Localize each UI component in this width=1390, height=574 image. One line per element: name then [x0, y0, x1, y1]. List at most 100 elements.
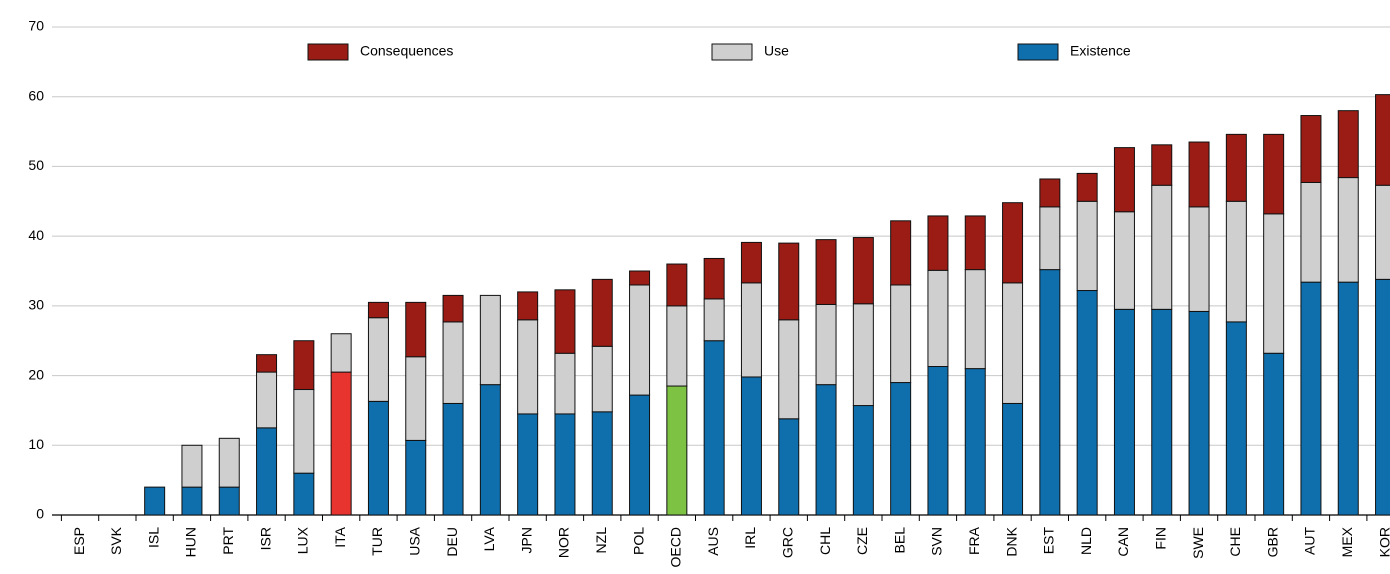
y-tick-label: 70 [28, 18, 44, 34]
bar-segment [1375, 184, 1390, 280]
bar-segment [1002, 282, 1024, 404]
bar-segment [1039, 206, 1061, 271]
bar-segment [1076, 200, 1098, 292]
bar-segment [1188, 206, 1210, 312]
x-tick-label: FIN [1152, 527, 1168, 550]
bar-segment [1375, 278, 1390, 516]
x-tick-label: GRC [779, 527, 795, 558]
bar-segment [256, 354, 278, 373]
bar-segment [479, 384, 501, 516]
x-tick-label: PRT [220, 527, 236, 555]
x-tick-label: CHL [817, 527, 833, 555]
bar-segment [1300, 281, 1322, 516]
x-tick-label: KOR [1376, 527, 1390, 557]
x-tick-label: NLD [1078, 527, 1094, 555]
x-tick-label: ITA [332, 526, 348, 547]
bar-segment [218, 486, 240, 516]
bar-segment [517, 413, 539, 516]
bar-segment [964, 269, 986, 370]
x-tick-label: CZE [854, 527, 870, 555]
legend-label: Use [764, 43, 789, 59]
bar-segment [1225, 200, 1247, 323]
bar-segment [815, 384, 837, 516]
bar-segment [517, 319, 539, 415]
bar-segment [778, 418, 800, 516]
bar-segment [1225, 321, 1247, 516]
bar-segment [405, 439, 427, 516]
bar-segment [666, 305, 688, 387]
y-tick-label: 30 [28, 297, 44, 313]
bar-segment [703, 298, 725, 342]
bar-segment [1076, 290, 1098, 516]
x-tick-label: CAN [1115, 527, 1131, 557]
bar-segment [852, 405, 874, 516]
bar-segment [778, 319, 800, 420]
bar-segment [1337, 281, 1359, 516]
bar-segment [927, 269, 949, 368]
bar-segment [666, 385, 688, 516]
bar-segment [591, 345, 613, 413]
x-tick-label: EST [1041, 527, 1057, 555]
x-tick-label: AUT [1302, 527, 1318, 555]
y-tick-label: 60 [28, 87, 44, 103]
bar-segment [405, 356, 427, 441]
bar-segment [1263, 213, 1285, 354]
bar-segment [442, 321, 464, 404]
bar-segment [927, 215, 949, 271]
bar-segment [442, 402, 464, 516]
bar-segment [330, 371, 352, 516]
bar-segment [703, 340, 725, 516]
x-tick-label: HUN [183, 527, 199, 557]
bar-segment [1113, 147, 1135, 213]
bar-segment [405, 301, 427, 358]
x-tick-label: SVN [929, 527, 945, 556]
bar-segment [1375, 94, 1390, 186]
bar-segment [1151, 184, 1173, 310]
bar-segment [293, 340, 315, 391]
bar-segment [554, 413, 576, 516]
y-tick-label: 0 [36, 506, 44, 522]
bar-segment [1263, 352, 1285, 516]
y-tick-label: 10 [28, 436, 44, 452]
bar-segment [1300, 181, 1322, 283]
bar-segment [479, 294, 501, 386]
bar-segment [554, 352, 576, 415]
bar-segment [517, 291, 539, 321]
y-tick-label: 20 [28, 366, 44, 382]
bar-segment [330, 333, 352, 373]
x-tick-label: TUR [369, 527, 385, 556]
bar-segment [852, 237, 874, 305]
bar-segment [591, 278, 613, 347]
bar-segment [1039, 178, 1061, 208]
bar-segment [815, 239, 837, 305]
bar-segment [740, 282, 762, 378]
bar-segment [964, 368, 986, 516]
legend-label: Consequences [360, 43, 453, 59]
bar-segment [144, 486, 166, 516]
bar-segment [1263, 133, 1285, 215]
bar-segment [740, 241, 762, 284]
x-tick-label: DNK [1003, 526, 1019, 556]
bar-segment [1002, 202, 1024, 284]
bar-segment [256, 371, 278, 429]
bar-segment [703, 257, 725, 300]
bar-segment [629, 284, 651, 396]
bar-segment [181, 486, 203, 516]
bar-segment [927, 366, 949, 516]
bar-segment [1039, 269, 1061, 516]
bar-segment [1188, 310, 1210, 516]
bar-segment [1337, 177, 1359, 283]
x-tick-label: ESP [71, 527, 87, 555]
bar-segment [778, 242, 800, 321]
bar-segment [442, 294, 464, 323]
bar-segment [666, 263, 688, 307]
bar-segment [293, 472, 315, 516]
x-tick-label: OECD [668, 527, 684, 567]
bar-segment [554, 289, 576, 354]
bar-segment [1113, 308, 1135, 516]
bar-segment [740, 376, 762, 516]
x-tick-label: ISL [145, 527, 161, 548]
bar-segment [890, 220, 912, 286]
bar-segment [1225, 133, 1247, 202]
